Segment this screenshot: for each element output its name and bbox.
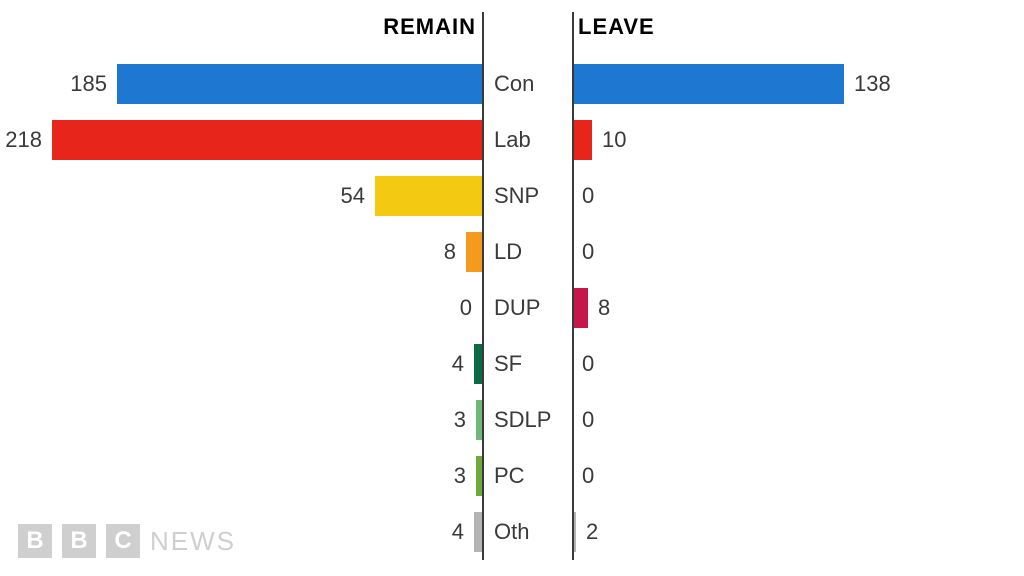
logo-box-c: C (106, 524, 140, 558)
bar-remain (474, 512, 482, 552)
table-row: 54 SNP 0 (0, 168, 1024, 224)
table-row: 185 Con 138 (0, 56, 1024, 112)
value-leave: 2 (586, 519, 598, 545)
value-remain: 0 (460, 295, 472, 321)
bar-remain (52, 120, 482, 160)
header-remain: REMAIN (383, 14, 476, 40)
axis-extension (572, 12, 574, 56)
column-headers: REMAIN LEAVE (0, 14, 1024, 44)
value-leave: 0 (582, 239, 594, 265)
value-remain: 4 (452, 519, 464, 545)
value-remain: 4 (452, 351, 464, 377)
value-leave: 10 (602, 127, 626, 153)
chart-rows: 185 Con 138 218 Lab 10 54 SNP 0 8 LD 0 0 DUP 8 4 SF 0 3 SDL… (0, 56, 1024, 560)
logo-box-b2: B (62, 524, 96, 558)
table-row: 218 Lab 10 (0, 112, 1024, 168)
table-row: 3 SDLP 0 (0, 392, 1024, 448)
value-remain: 3 (454, 407, 466, 433)
bar-leave (572, 120, 592, 160)
category-label: Lab (494, 127, 531, 153)
bar-remain (474, 344, 482, 384)
value-remain: 3 (454, 463, 466, 489)
bar-leave (572, 64, 844, 104)
table-row: 8 LD 0 (0, 224, 1024, 280)
value-remain: 54 (341, 183, 365, 209)
value-leave: 0 (582, 351, 594, 377)
bar-remain (375, 176, 482, 216)
category-label: SDLP (494, 407, 551, 433)
value-leave: 0 (582, 463, 594, 489)
axis-extension (482, 12, 484, 56)
bar-remain (117, 64, 482, 104)
category-label: SNP (494, 183, 539, 209)
value-leave: 138 (854, 71, 891, 97)
bbc-news-logo: B B C NEWS (18, 524, 236, 558)
category-label: SF (494, 351, 522, 377)
table-row: 0 DUP 8 (0, 280, 1024, 336)
logo-news-text: NEWS (150, 526, 236, 557)
bar-leave (572, 288, 588, 328)
diverging-bar-chart: REMAIN LEAVE 185 Con 138 218 Lab 10 54 SNP 0 8 LD 0… (0, 0, 1024, 576)
value-leave: 0 (582, 183, 594, 209)
table-row: 4 SF 0 (0, 336, 1024, 392)
value-remain: 218 (5, 127, 42, 153)
axis-remain (482, 56, 484, 560)
category-label: Con (494, 71, 534, 97)
logo-box-b1: B (18, 524, 52, 558)
category-label: PC (494, 463, 525, 489)
axis-leave (572, 56, 574, 560)
header-leave: LEAVE (578, 14, 655, 40)
category-label: LD (494, 239, 522, 265)
bar-remain (466, 232, 482, 272)
value-remain: 8 (444, 239, 456, 265)
category-label: Oth (494, 519, 529, 545)
value-remain: 185 (70, 71, 107, 97)
value-leave: 8 (598, 295, 610, 321)
category-label: DUP (494, 295, 540, 321)
table-row: 3 PC 0 (0, 448, 1024, 504)
value-leave: 0 (582, 407, 594, 433)
